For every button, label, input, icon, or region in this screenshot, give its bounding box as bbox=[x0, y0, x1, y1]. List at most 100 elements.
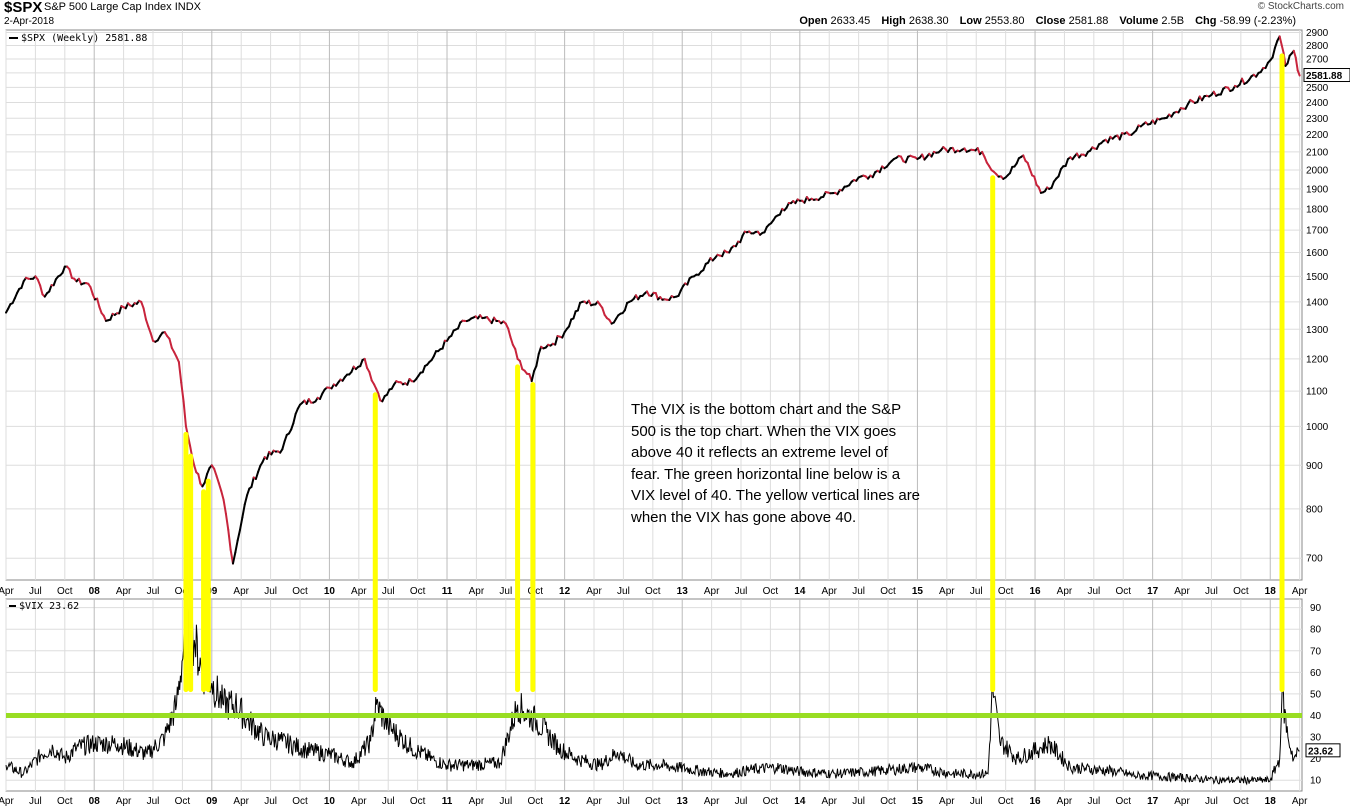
spx-x-tick-label: Jul bbox=[29, 586, 42, 597]
vix-x-tick-label: 18 bbox=[1265, 796, 1277, 807]
spx-x-tick-label: 15 bbox=[912, 586, 924, 597]
spx-x-tick-label: Oct bbox=[1115, 586, 1131, 597]
close-value: 2581.88 bbox=[1068, 15, 1109, 27]
spx-price-segment bbox=[142, 307, 147, 321]
spx-price-segment bbox=[1294, 56, 1299, 72]
vix-x-tick-label: Oct bbox=[1115, 796, 1131, 807]
vix-x-tick-label: 17 bbox=[1147, 796, 1159, 807]
spx-price-segment bbox=[1280, 43, 1285, 54]
spx-price-segment bbox=[224, 512, 230, 531]
vix-last-value-label: 23.62 bbox=[1308, 746, 1333, 757]
spx-x-tick-label: 14 bbox=[794, 586, 806, 597]
spx-price-segment bbox=[1296, 69, 1301, 77]
spx-price-segment bbox=[140, 300, 145, 310]
spx-y-tick-label: 800 bbox=[1306, 504, 1323, 515]
spx-price-segment bbox=[61, 265, 66, 274]
spx-price-segment bbox=[246, 487, 251, 497]
vix-x-tick-label: Apr bbox=[351, 796, 367, 807]
spx-y-tick-label: 1000 bbox=[1306, 422, 1329, 433]
spx-y-tick-label: 1600 bbox=[1306, 248, 1329, 259]
spx-price-segment bbox=[537, 345, 543, 355]
spx-price-segment bbox=[36, 278, 42, 287]
vix-x-tick-label: Oct bbox=[292, 796, 308, 807]
spx-price-segment bbox=[421, 365, 426, 374]
spx-y-tick-label: 2400 bbox=[1306, 98, 1329, 109]
spx-price-segment bbox=[509, 336, 514, 346]
spx-x-tick-label: Apr bbox=[1292, 586, 1308, 597]
spx-x-tick-label: 16 bbox=[1029, 586, 1041, 597]
brand-credit: © StockCharts.com bbox=[1257, 1, 1344, 12]
spx-price-segment bbox=[368, 371, 373, 382]
spx-price-segment bbox=[227, 528, 232, 551]
spx-y-tick-label: 1100 bbox=[1306, 387, 1328, 398]
spx-price-segment bbox=[359, 358, 364, 368]
spx-x-tick-label: Apr bbox=[0, 586, 14, 597]
spx-price-segment bbox=[623, 301, 629, 312]
spx-price-segment bbox=[1273, 39, 1279, 49]
vix-y-tick-label: 10 bbox=[1310, 776, 1322, 787]
spx-price-segment bbox=[144, 318, 150, 328]
vix-x-tick-label: Jul bbox=[852, 796, 865, 807]
spx-x-tick-label: Apr bbox=[821, 586, 837, 597]
spx-price-segment bbox=[1009, 165, 1014, 175]
spx-price-segment bbox=[89, 286, 94, 296]
vix-y-tick-label: 60 bbox=[1310, 668, 1322, 679]
spx-price-segment bbox=[265, 450, 271, 460]
spx-x-tick-label: Apr bbox=[586, 586, 602, 597]
spx-y-tick-label: 2100 bbox=[1306, 147, 1329, 158]
spx-price-segment bbox=[1050, 180, 1055, 189]
spx-price-segment bbox=[292, 413, 297, 425]
spx-price-segment bbox=[572, 310, 577, 320]
chart-date: 2-Apr-2018 bbox=[4, 16, 55, 27]
vix-x-tick-label: Jul bbox=[147, 796, 160, 807]
spx-price-segment bbox=[1219, 87, 1225, 96]
spx-price-segment bbox=[193, 464, 198, 474]
spx-x-tick-label: Oct bbox=[292, 586, 308, 597]
spx-x-tick-label: Apr bbox=[939, 586, 955, 597]
low-value: 2553.80 bbox=[984, 15, 1025, 27]
vix-x-tick-label: Apr bbox=[1292, 796, 1308, 807]
spx-price-segment bbox=[377, 392, 382, 402]
vix-x-tick-label: Apr bbox=[704, 796, 720, 807]
spx-price-segment bbox=[250, 476, 255, 488]
vix-x-tick-label: 13 bbox=[677, 796, 689, 807]
spx-price-segment bbox=[215, 474, 220, 485]
vix-y-tick-label: 30 bbox=[1310, 733, 1322, 744]
volume-label: Volume bbox=[1119, 15, 1159, 27]
spx-price-segment bbox=[52, 278, 57, 287]
vix-x-tick-label: 14 bbox=[794, 796, 806, 807]
spx-price-segment bbox=[1286, 54, 1291, 65]
high-value: 2638.30 bbox=[908, 15, 949, 27]
vix-x-tick-label: Jul bbox=[29, 796, 42, 807]
vix-x-tick-label: 16 bbox=[1029, 796, 1041, 807]
vix-x-tick-label: Apr bbox=[821, 796, 837, 807]
spx-x-tick-label: Apr bbox=[116, 586, 132, 597]
spx-x-tick-label: Jul bbox=[970, 586, 983, 597]
spx-y-tick-label: 2500 bbox=[1306, 83, 1329, 94]
vix-x-tick-label: 09 bbox=[206, 796, 218, 807]
spx-price-segment bbox=[1278, 35, 1283, 46]
spx-x-tick-label: 09 bbox=[206, 586, 218, 597]
spx-price-segment bbox=[168, 337, 173, 349]
spx-price-segment bbox=[234, 539, 239, 554]
spx-price-segment bbox=[239, 516, 244, 531]
spx-price-segment bbox=[281, 440, 286, 451]
vix-x-tick-label: Jul bbox=[617, 796, 630, 807]
spx-price-segment bbox=[530, 370, 536, 383]
chg-label: Chg bbox=[1195, 15, 1217, 27]
spx-y-tick-label: 2200 bbox=[1306, 130, 1329, 141]
spx-x-tick-label: Jul bbox=[1087, 586, 1100, 597]
spx-price-segment bbox=[217, 482, 223, 492]
vix-series-line bbox=[5, 604, 1300, 786]
vix-y-tick-label: 20 bbox=[1310, 754, 1322, 765]
spx-price-segment bbox=[1033, 175, 1038, 186]
spx-x-tick-label: Oct bbox=[998, 586, 1014, 597]
vix-x-tick-label: 12 bbox=[559, 796, 571, 807]
spx-price-segment bbox=[243, 494, 249, 506]
spx-price-segment bbox=[48, 284, 53, 293]
spx-price-segment bbox=[236, 528, 242, 542]
spx-price-segment bbox=[514, 348, 519, 360]
spx-price-segment bbox=[222, 498, 227, 515]
spx-x-tick-label: 18 bbox=[1265, 586, 1277, 597]
spx-x-tick-label: Oct bbox=[175, 586, 191, 597]
